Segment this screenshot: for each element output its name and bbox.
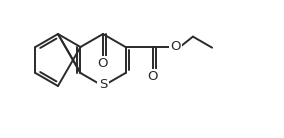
Text: O: O: [148, 70, 158, 83]
Text: O: O: [98, 57, 108, 70]
Text: S: S: [99, 79, 107, 91]
Text: O: O: [171, 40, 181, 54]
